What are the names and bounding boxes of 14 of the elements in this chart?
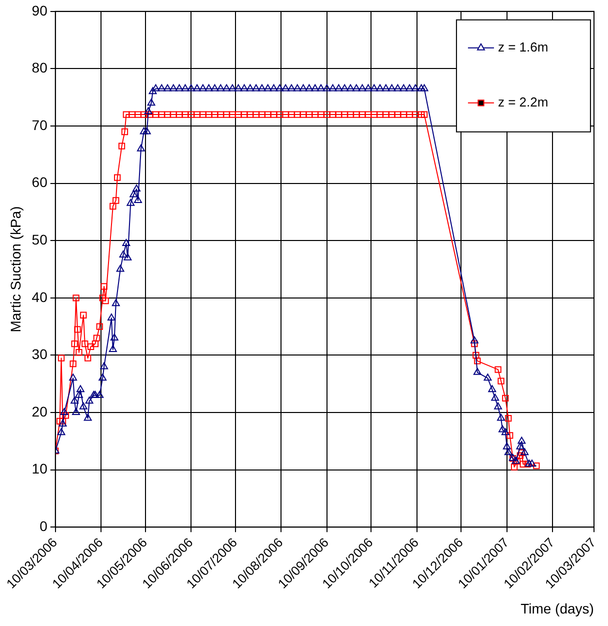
y-tick-label: 40 bbox=[32, 288, 48, 305]
x-axis-title: Time (days) bbox=[520, 600, 594, 616]
y-axis-title: Martic Suction (kPa) bbox=[7, 206, 24, 332]
y-tick-label: 0 bbox=[40, 518, 48, 534]
y-tick-label: 90 bbox=[32, 2, 48, 18]
y-tick-label: 10 bbox=[32, 460, 48, 477]
y-tick-label: 20 bbox=[32, 403, 48, 420]
legend-label: z = 2.2m bbox=[498, 94, 548, 110]
y-tick-label: 60 bbox=[32, 174, 48, 190]
legend-label: z = 1.6m bbox=[498, 39, 548, 54]
y-tick-label: 50 bbox=[32, 231, 48, 248]
y-tick-label: 80 bbox=[32, 60, 48, 76]
y-tick-label: 30 bbox=[32, 346, 48, 362]
y-tick-label: 70 bbox=[32, 116, 48, 133]
